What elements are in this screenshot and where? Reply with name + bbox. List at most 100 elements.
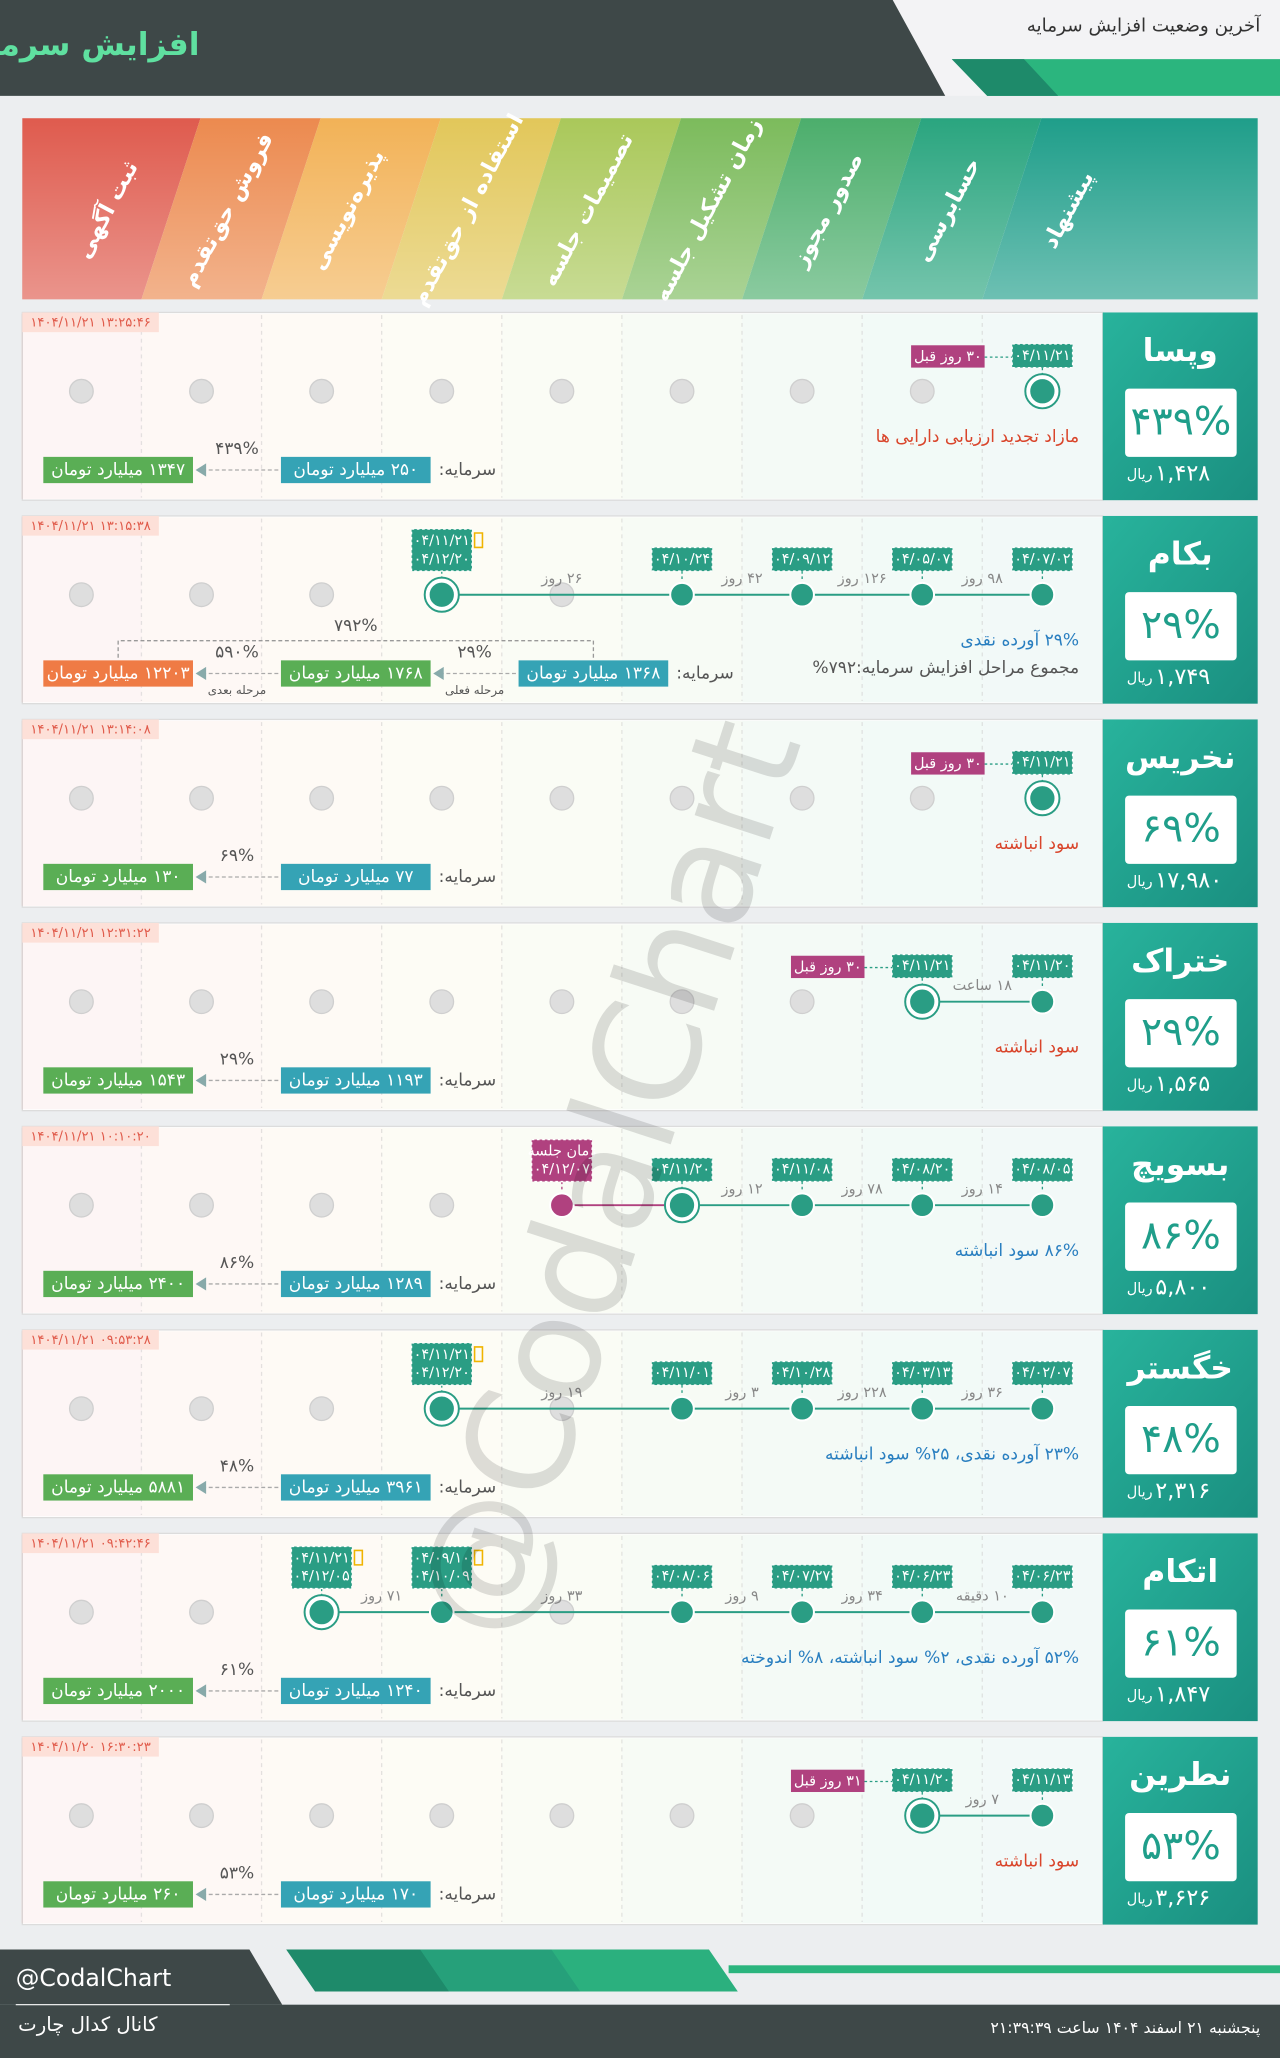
event-dot <box>909 1599 936 1625</box>
date-text: ۰۴/۱۲/۲۰ <box>414 1365 470 1381</box>
amount: ۱۲۸۹ میلیارد تومان <box>289 1274 423 1294</box>
stage-column <box>742 720 863 906</box>
footer-channel: کانال کدال چارت <box>18 2013 158 2036</box>
date-tag <box>1011 1767 1074 1793</box>
date-text: ۰۴/۰۷/۰۲ <box>1014 551 1071 567</box>
footer-date: پنجشنبه ۲۱ اسفند ۱۴۰۴ ساعت ۲۱:۳۹:۳۹ <box>990 2018 1260 2038</box>
stage-dot <box>669 785 695 811</box>
stage-column <box>501 313 622 499</box>
company-name: اتکام <box>1142 1554 1218 1590</box>
date-tag <box>891 953 954 979</box>
event-dot <box>909 1192 936 1218</box>
date-text: ۰۴/۰۳/۱۳ <box>894 1365 951 1381</box>
date-text: ۰۴/۰۶/۲۳ <box>894 1569 951 1585</box>
arrow-head <box>195 870 207 884</box>
footer-stripe <box>420 1949 594 1992</box>
date-tag <box>531 1138 593 1183</box>
stage-dot <box>789 378 815 404</box>
amount: ۱۳۶۸ میلیارد تومان <box>526 663 660 683</box>
ago-tag <box>911 752 985 775</box>
arrow-head <box>195 1480 207 1495</box>
event-dot <box>669 1599 695 1625</box>
capital-label: سرمایه: <box>439 1070 497 1090</box>
event-dot <box>549 1192 575 1218</box>
stage-dot <box>429 378 455 404</box>
date-text: ۰۴/۱۱/۲۰ <box>1014 958 1070 974</box>
amount-box <box>280 660 431 687</box>
increase-percent: ۵۳% <box>1141 1823 1221 1869</box>
date-text: ۰۴/۱۱/۲۱ <box>414 533 470 549</box>
increase-percent: ۲۹% <box>1141 602 1221 648</box>
percent-box <box>1125 388 1237 457</box>
date-text: ۰۴/۱۱/۲۱ <box>414 1347 470 1363</box>
stage-column <box>982 1127 1103 1313</box>
capital-label: سرمایه: <box>439 460 497 480</box>
date-tag <box>1011 1360 1074 1386</box>
stage-dot <box>309 989 335 1015</box>
stage-column <box>862 313 983 499</box>
arrow-head <box>195 1073 207 1088</box>
stage-dot <box>309 785 335 811</box>
company-name: نخریس <box>1125 740 1235 776</box>
date-tag <box>771 546 833 572</box>
date-text: ۰۴/۱۱/۲۱ <box>894 958 950 974</box>
stage-column <box>862 1331 983 1517</box>
active-dot <box>908 987 937 1016</box>
stage-column <box>501 1738 622 1924</box>
date-text: ۰۴/۱۲/۲۰ <box>414 551 470 567</box>
increase-percent: ۴۸% <box>1141 1416 1221 1462</box>
amount: ۱۳۴۷ میلیارد تومان <box>51 460 185 480</box>
header-stripe <box>951 59 1059 96</box>
note: ۵۲% آورده نقدی، ۲% سود انباشته، ۸% اندوخ… <box>741 1646 1079 1668</box>
date-tag <box>1011 1157 1074 1183</box>
timestamp: ۱۴۰۴/۱۱/۲۱ ۱۳:۱۴:۰۸ <box>30 722 150 737</box>
timestamp-bg <box>22 1736 159 1757</box>
doc-icon <box>473 1346 484 1363</box>
change: ۴۳۹% <box>215 439 259 459</box>
amount-box <box>43 863 193 891</box>
stage-column <box>621 924 743 1110</box>
arrow-head <box>195 666 207 681</box>
stage-dot <box>789 989 815 1015</box>
price: ۵,۸۰۰ <box>1155 1274 1210 1300</box>
timestamp-bg <box>22 515 159 536</box>
stage-dot <box>669 378 695 404</box>
date-tag <box>1011 953 1074 979</box>
amount-box <box>43 1067 193 1094</box>
stage-dot <box>429 1803 455 1829</box>
amount-box <box>280 1474 431 1501</box>
date-tag <box>651 1157 713 1183</box>
date-text: ۰۴/۱۲/۰۵ <box>294 1569 350 1585</box>
stage-dot <box>549 989 575 1015</box>
date-tag <box>771 1360 833 1386</box>
date-tag <box>891 546 954 572</box>
price: ۱,۴۲۸ <box>1155 460 1210 486</box>
date-tag <box>891 1360 954 1386</box>
date-tag <box>410 528 473 572</box>
change: ۶۹% <box>220 846 255 866</box>
amount-box <box>518 660 669 687</box>
amount-box <box>43 456 193 484</box>
stage-dot <box>909 785 935 811</box>
gap-label: ۲۲۸ روز <box>837 1385 887 1401</box>
stage-caption: مرحله فعلی <box>445 683 504 698</box>
note: ۲۹% آورده نقدی <box>960 629 1079 651</box>
date-text: ۰۴/۱۱/۲۱ <box>1014 755 1070 771</box>
note: سود انباشته <box>995 834 1080 854</box>
stage-dot <box>309 1396 335 1422</box>
percent-box <box>1125 1609 1237 1678</box>
amount-box <box>43 1474 193 1501</box>
date-tag <box>651 546 713 572</box>
date-text: ۰۴/۱۱/۰۱ <box>654 1365 710 1381</box>
stage-dot <box>669 989 695 1015</box>
amount-box <box>43 660 193 687</box>
change: ۸۶% <box>220 1253 255 1273</box>
stage-column <box>742 1127 863 1313</box>
amount: ۱۷۰ میلیارد تومان <box>293 1884 418 1904</box>
stage-dot <box>189 785 214 811</box>
price-unit: ریال <box>1127 1078 1153 1094</box>
date-text: ۰۴/۱۲/۰۷ <box>534 1162 591 1178</box>
gap-label: ۱۴ روز <box>961 1181 1003 1197</box>
stage-dot <box>68 1396 94 1422</box>
price-unit: ریال <box>1127 1688 1153 1704</box>
